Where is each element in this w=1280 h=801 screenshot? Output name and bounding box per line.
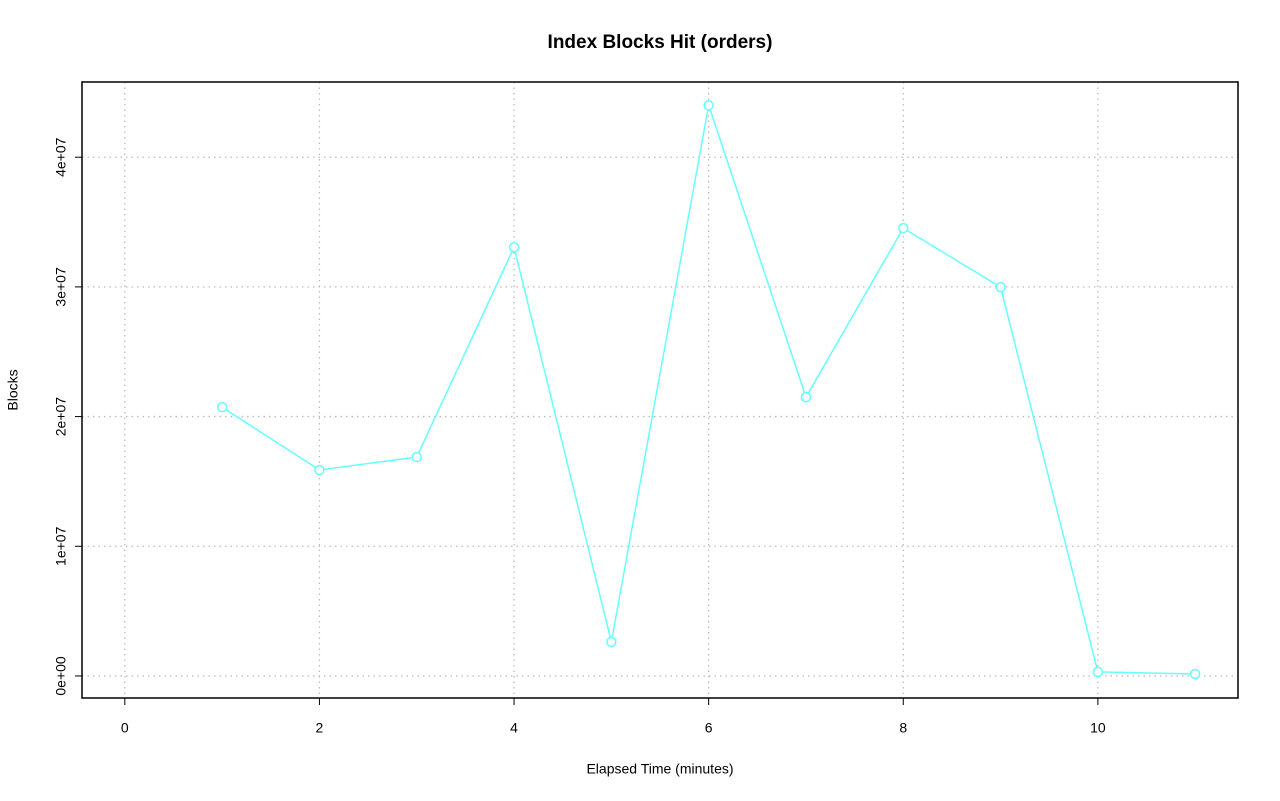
x-tick-label: 8 [899, 720, 907, 736]
y-tick-label: 3e+07 [53, 267, 69, 307]
data-point [800, 391, 812, 403]
data-point [508, 241, 520, 253]
x-tick-label: 0 [121, 720, 129, 736]
y-tick-label: 2e+07 [53, 397, 69, 437]
x-tick-label: 6 [705, 720, 713, 736]
y-tick-label: 1e+07 [53, 526, 69, 566]
y-tick-label: 0e+00 [53, 656, 69, 696]
data-point [314, 464, 325, 476]
data-point [216, 401, 228, 413]
data-point [411, 451, 422, 463]
chart-title: Index Blocks Hit (orders) [548, 32, 773, 53]
data-point [703, 100, 714, 111]
data-point [606, 636, 617, 648]
x-tick-label: 4 [510, 720, 518, 736]
data-point [1092, 666, 1104, 678]
plot-frame [81, 81, 1239, 699]
x-tick-label: 2 [316, 720, 324, 736]
y-axis-label: Blocks [5, 369, 21, 410]
x-axis-label: Elapsed Time (minutes) [586, 761, 733, 777]
x-tick-label: 10 [1090, 720, 1106, 736]
data-point [1189, 668, 1201, 680]
plot-area: 0 2 4 6 8 10 0e+00 1e+07 2e+07 3e+07 4e+07 [53, 82, 1238, 736]
data-point [995, 281, 1006, 293]
y-tick-label: 4e+07 [53, 137, 69, 177]
data-point [898, 222, 909, 234]
